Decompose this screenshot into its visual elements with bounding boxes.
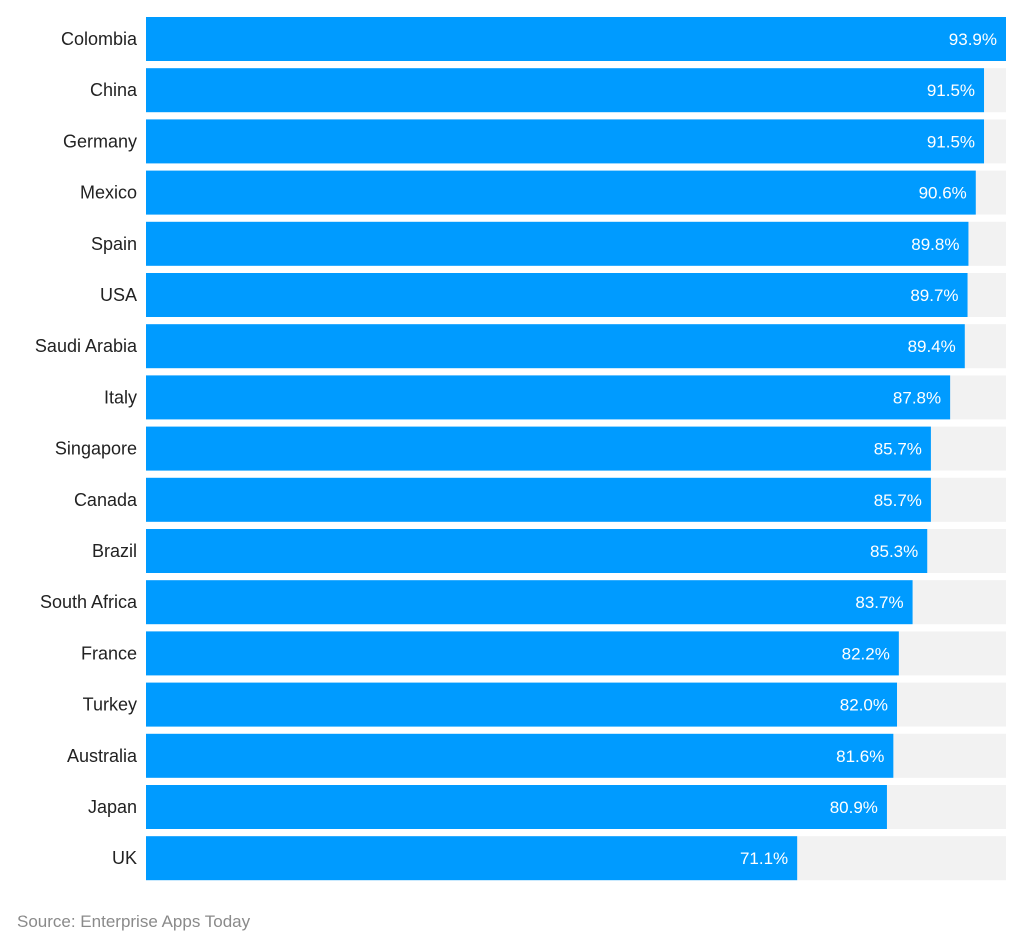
bar-row: Spain 89.8% (91, 221, 1006, 266)
value-label: 89.4% (908, 337, 956, 356)
value-label: 85.3% (870, 542, 918, 561)
source-note: Source: Enterprise Apps Today (17, 912, 251, 931)
bar-row: South Africa 83.7% (40, 580, 1006, 625)
bar (146, 221, 969, 266)
bar (146, 273, 968, 317)
bar-row: Mexico 90.6% (80, 170, 1006, 215)
value-label: 85.7% (874, 491, 922, 510)
value-label: 80.9% (830, 798, 878, 817)
value-label: 93.9% (949, 30, 997, 49)
bar (146, 529, 928, 573)
bar (146, 836, 798, 881)
bar (146, 785, 887, 829)
value-label: 82.2% (842, 644, 890, 663)
value-label: 91.5% (927, 132, 975, 151)
bar-row: Colombia 93.9% (61, 17, 1006, 61)
value-label: 81.6% (836, 747, 884, 766)
category-label: Turkey (83, 695, 137, 715)
category-label: South Africa (40, 592, 138, 612)
bar-row: Australia 81.6% (67, 733, 1006, 778)
value-label: 71.1% (740, 849, 788, 868)
bar (146, 17, 1006, 61)
category-label: China (90, 80, 138, 100)
bar-row: France 82.2% (81, 631, 1006, 676)
value-label: 89.7% (910, 286, 958, 305)
value-label: 83.7% (855, 593, 903, 612)
bar-row: China 91.5% (90, 68, 1006, 113)
category-label: Germany (63, 131, 137, 151)
value-label: 89.8% (911, 235, 959, 254)
bar-row: Germany 91.5% (63, 119, 1006, 164)
bar-row: Saudi Arabia 89.4% (35, 324, 1006, 369)
category-label: Spain (91, 234, 137, 254)
category-label: Singapore (55, 439, 137, 459)
bar-row: Canada 85.7% (74, 477, 1006, 522)
category-label: UK (112, 848, 137, 868)
category-label: Japan (88, 797, 137, 817)
category-label: Brazil (92, 541, 137, 561)
bar-row: Turkey 82.0% (83, 682, 1006, 727)
category-label: Australia (67, 746, 138, 766)
value-label: 82.0% (840, 696, 888, 715)
bar-row: USA 89.7% (100, 273, 1006, 317)
bar (146, 119, 985, 164)
bar (146, 426, 931, 471)
bar (146, 324, 965, 369)
bar-chart: Colombia 93.9% China 91.5% Germany 91.5% Mexic… (35, 17, 1006, 881)
bar (146, 682, 898, 727)
bar (146, 170, 976, 215)
bar (146, 631, 899, 676)
category-label: Mexico (80, 183, 137, 203)
bar-row: Brazil 85.3% (92, 529, 1006, 573)
bar-row: Italy 87.8% (104, 375, 1006, 420)
bar-row: Japan 80.9% (88, 785, 1006, 829)
bar (146, 580, 913, 625)
bar (146, 733, 894, 778)
value-label: 85.7% (874, 440, 922, 459)
category-label: Italy (104, 387, 137, 407)
category-label: Canada (74, 490, 138, 510)
value-label: 87.8% (893, 388, 941, 407)
bar (146, 375, 951, 420)
value-label: 90.6% (919, 184, 967, 203)
category-label: Saudi Arabia (35, 336, 138, 356)
category-label: Colombia (61, 29, 138, 49)
bar (146, 68, 985, 113)
category-label: France (81, 643, 137, 663)
category-label: USA (100, 285, 137, 305)
bar (146, 477, 931, 522)
bar-row: UK 71.1% (112, 836, 1006, 881)
bar-row: Singapore 85.7% (55, 426, 1006, 471)
value-label: 91.5% (927, 81, 975, 100)
